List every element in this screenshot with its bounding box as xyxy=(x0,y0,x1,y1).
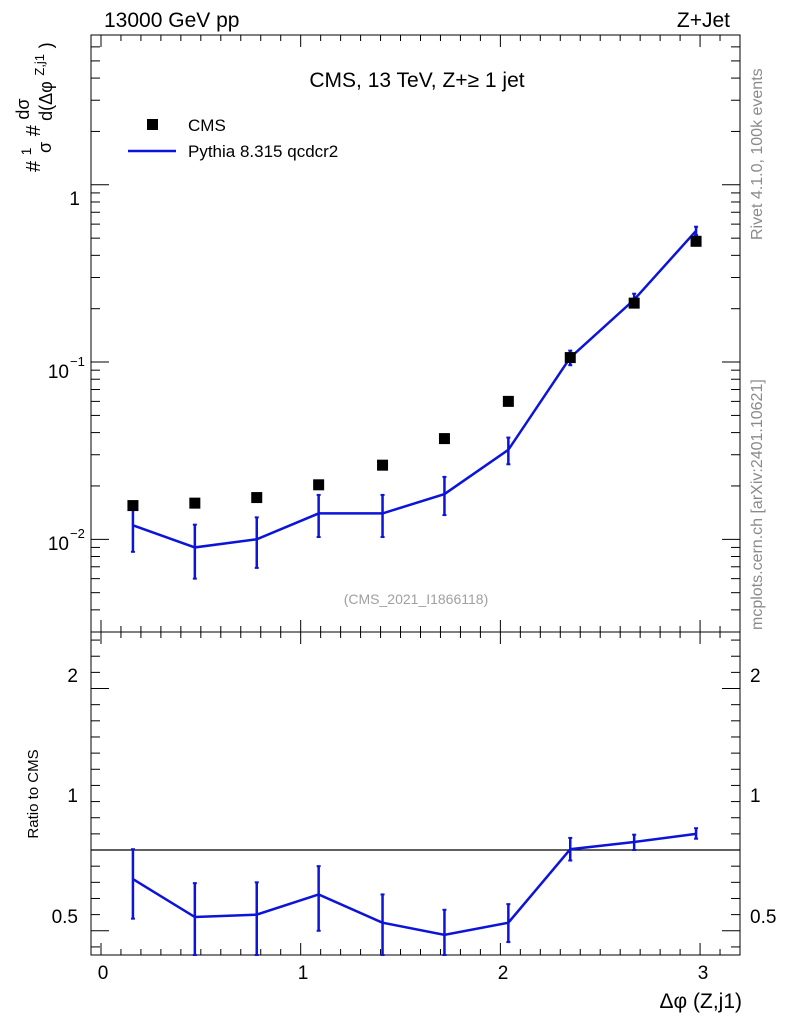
legend-mc-label: Pythia 8.315 qcdcr2 xyxy=(188,142,338,161)
header-right: Z+Jet xyxy=(677,9,730,32)
header-left: 13000 GeV pp xyxy=(104,9,239,32)
y-axis-label: # 1 σ # dσ d(Δφ Z,j1 ) xyxy=(12,42,57,172)
cms-data-point xyxy=(127,500,139,512)
cms-data-point xyxy=(189,497,201,509)
x-tick-1: 1 xyxy=(298,963,309,984)
ratio-data-layer xyxy=(91,827,740,956)
cms-data-point xyxy=(690,235,702,247)
x-tick-0: 0 xyxy=(98,963,109,984)
x-axis-label: Δφ (Z,j1) xyxy=(660,990,742,1013)
cms-data-point xyxy=(628,297,640,309)
rivet-side-text: Rivet 4.1.0, 100k events xyxy=(749,68,766,240)
svg-text:# 1 σ #: # 1 σ # dσ d(Δφ Z,j1 ) xyxy=(12,42,57,172)
ratio-tick-0-5: 0.5 xyxy=(52,907,78,928)
x-tick-2: 2 xyxy=(498,963,509,984)
ratio-y-axis-label: Ratio to CMS xyxy=(25,749,42,838)
cms-data-point xyxy=(377,459,389,471)
main-data-layer xyxy=(127,225,702,580)
y-tick-label-0-1: 10 xyxy=(48,362,69,383)
legend-cms-label: CMS xyxy=(188,116,226,135)
cms-data-point xyxy=(502,395,514,407)
ratio-tick-1: 1 xyxy=(67,786,78,807)
ratio-tick-1-right: 1 xyxy=(750,786,761,807)
y-tick-label-0-01: 10 xyxy=(48,534,69,555)
y-tick-exp-0-01: −2 xyxy=(70,526,85,541)
ratio-tick-0-5-right: 0.5 xyxy=(750,907,776,928)
ratio-tick-2: 2 xyxy=(67,666,78,687)
y-tick-label-1: 1 xyxy=(69,189,80,210)
cms-data-point xyxy=(251,492,263,504)
legend: CMS Pythia 8.315 qcdcr2 xyxy=(128,116,338,161)
legend-cms-marker xyxy=(147,119,158,130)
ratio-series-line xyxy=(132,832,697,937)
ratio-tick-2-right: 2 xyxy=(750,666,761,687)
cms-data-point xyxy=(313,479,325,491)
cms-data-point xyxy=(438,433,450,445)
mcplots-side-text: mcplots.cern.ch [arXiv:2401.10621] xyxy=(749,379,766,630)
axis-ticks xyxy=(91,34,741,955)
analysis-tag: (CMS_2021_I1866118) xyxy=(344,591,489,607)
y-tick-exp-0-1: −1 xyxy=(70,354,85,369)
mc-series-line xyxy=(132,229,697,549)
x-tick-3: 3 xyxy=(698,963,709,984)
ratio-plot-frame xyxy=(90,631,741,956)
cms-data-point xyxy=(564,352,576,364)
plot-title: CMS, 13 TeV, Z+≥ 1 jet xyxy=(309,69,524,92)
